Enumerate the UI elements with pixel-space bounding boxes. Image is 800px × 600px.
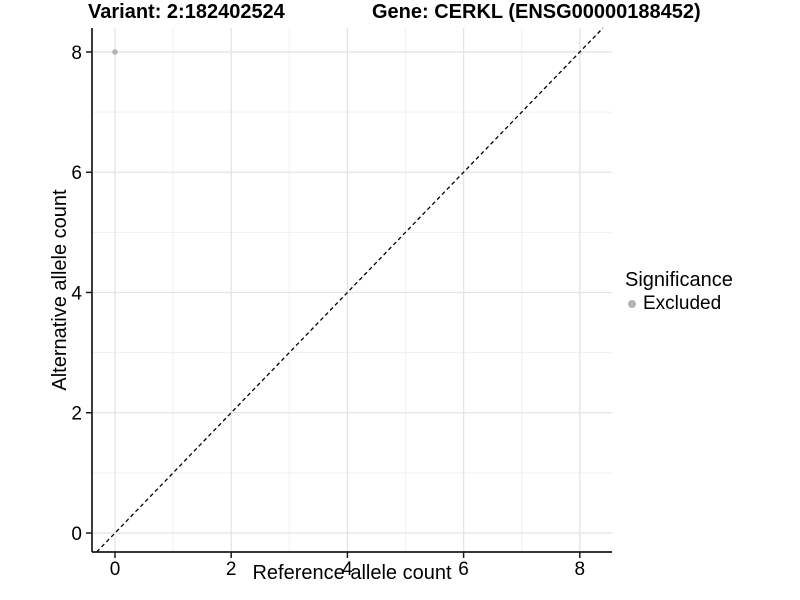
y-tick-label: 6 <box>71 163 82 184</box>
x-tick-label: 4 <box>342 559 353 580</box>
legend-item-excluded: Excluded <box>625 292 733 316</box>
x-tick-label: 2 <box>226 559 237 580</box>
y-axis-title: Alternative allele count <box>49 189 71 391</box>
y-tick-label: 4 <box>71 283 82 304</box>
legend-item-label: Excluded <box>643 293 722 314</box>
plot-title-gene: Gene: CERKL (ENSG00000188452) <box>372 1 701 23</box>
y-tick-label: 2 <box>71 404 82 425</box>
x-tick-label: 6 <box>458 559 469 580</box>
data-point <box>112 49 118 55</box>
identity-reference-line <box>96 27 604 553</box>
x-tick-label: 0 <box>110 559 121 580</box>
x-tick-label: 8 <box>575 559 586 580</box>
y-tick-label: 0 <box>71 524 82 545</box>
legend-title: Significance <box>625 269 733 291</box>
legend: Significance Excluded <box>625 268 733 316</box>
y-tick-label: 8 <box>71 43 82 64</box>
plot-title-variant: Variant: 2:182402524 <box>88 1 285 23</box>
x-axis-title: Reference allele count <box>252 562 452 584</box>
legend-point-icon <box>628 300 636 308</box>
